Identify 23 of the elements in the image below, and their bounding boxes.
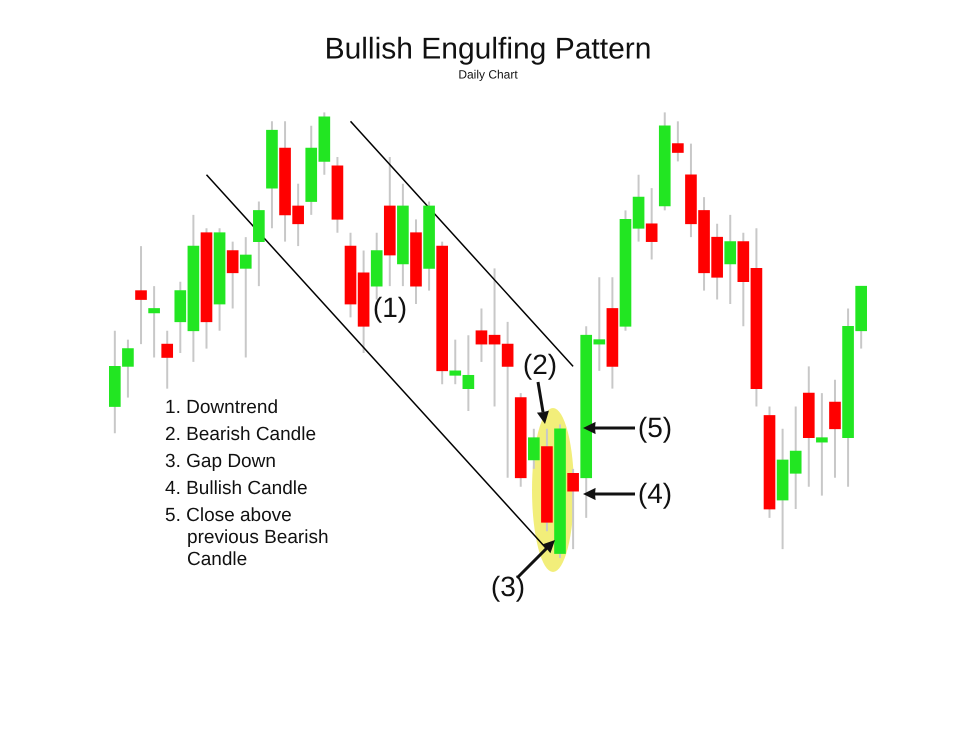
candlestick <box>240 236 252 358</box>
candlestick <box>226 240 239 310</box>
candlestick <box>816 392 828 497</box>
annotation: (2) <box>522 349 558 381</box>
candlestick <box>135 245 147 346</box>
candlestick <box>161 330 174 390</box>
chart-title: Bullish Engulfing Pattern <box>324 32 652 66</box>
candlestick <box>567 468 579 550</box>
candlestick <box>528 428 540 470</box>
candlestick <box>646 187 658 260</box>
annotation: 3. Gap Down <box>165 451 276 473</box>
annotation: (1) <box>372 292 408 324</box>
annotation: 2. Bearish Candle <box>165 424 316 446</box>
candlestick <box>724 214 736 306</box>
text: (3) <box>490 571 526 603</box>
annotation: (5) <box>638 412 672 444</box>
annotation: 4. Bullish Candle <box>165 478 308 500</box>
candlestick <box>148 285 160 358</box>
annotation: 1. Downtrend <box>165 397 278 419</box>
annotation: 5. Close above previous Bearish Candle <box>165 505 330 571</box>
candlestick <box>672 120 684 162</box>
annotation: (4) <box>638 478 672 510</box>
chart-subtitle: Daily Chart <box>458 68 518 82</box>
